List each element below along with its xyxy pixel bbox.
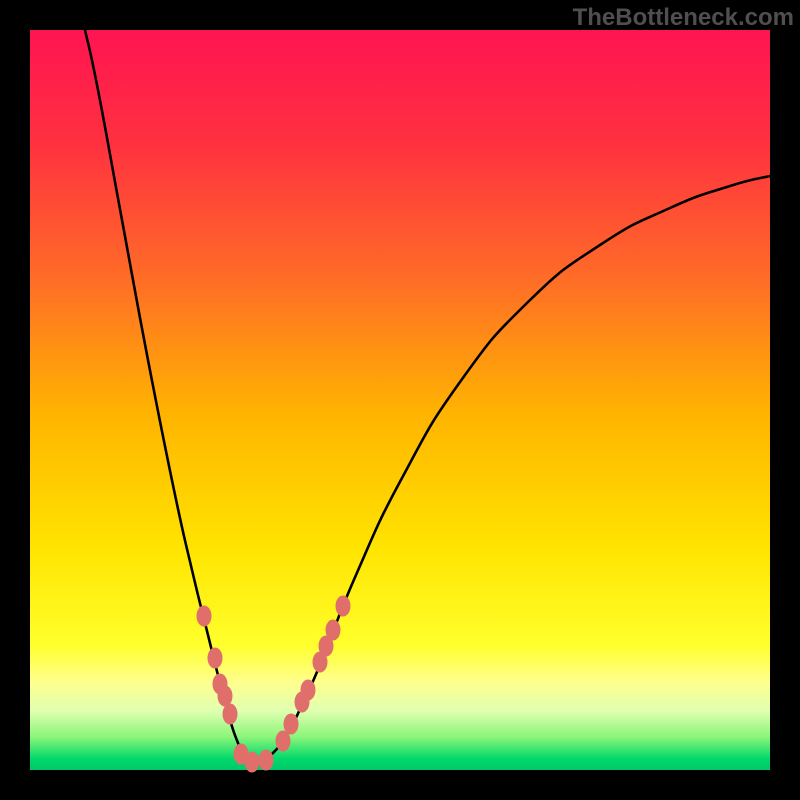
marker-dot [218, 686, 232, 706]
chart-root: TheBottleneck.com [0, 0, 800, 800]
marker-dot [301, 680, 315, 700]
plot-area [30, 30, 770, 770]
marker-dot [208, 648, 222, 668]
marker-dot [326, 620, 340, 640]
marker-dot [259, 750, 273, 770]
watermark-text: TheBottleneck.com [573, 4, 794, 32]
marker-dot [245, 752, 259, 772]
marker-dot [197, 606, 211, 626]
marker-dot [284, 714, 298, 734]
marker-dots [30, 30, 770, 770]
marker-dot [223, 704, 237, 724]
marker-dot [276, 731, 290, 751]
marker-dot [336, 596, 350, 616]
